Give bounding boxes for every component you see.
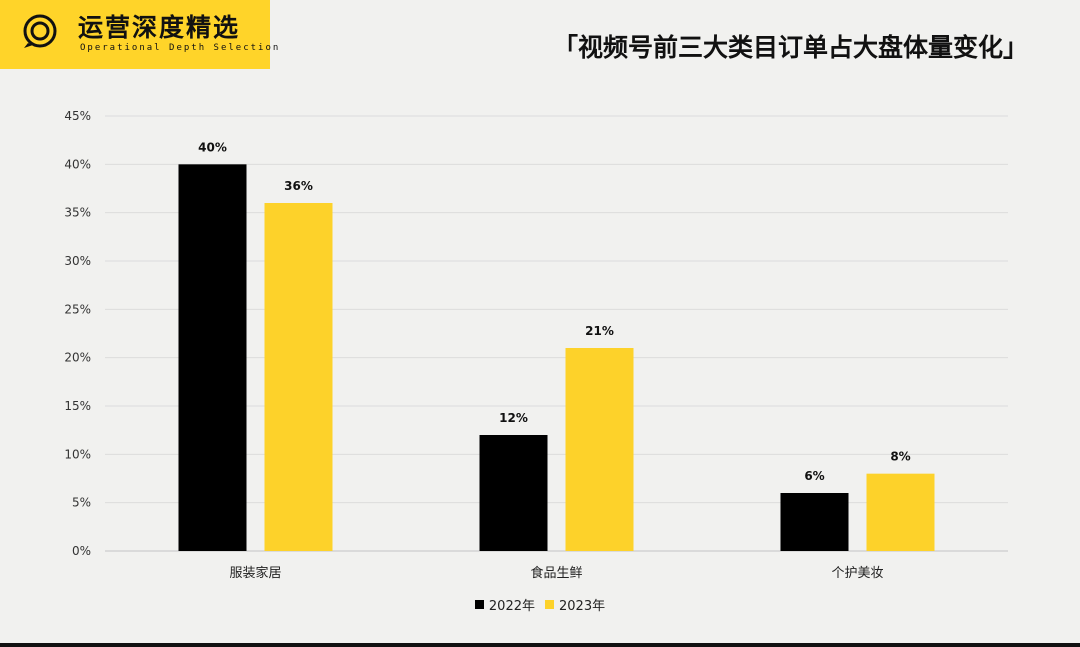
x-category-label: 服装家居 <box>229 565 281 581</box>
x-category-label: 食品生鲜 <box>530 565 582 581</box>
y-tick-label: 35% <box>64 206 91 220</box>
legend-label: 2022年 <box>488 599 535 614</box>
chart-legend: 2022年 2023年 <box>0 595 1080 614</box>
y-tick-label: 40% <box>64 157 91 171</box>
brand-logo-icon <box>23 14 57 48</box>
bar <box>178 164 247 552</box>
data-label: 8% <box>890 450 910 464</box>
legend-label: 2023年 <box>559 599 606 614</box>
y-tick-label: 20% <box>64 351 91 365</box>
x-category-label: 个护美妆 <box>831 566 883 581</box>
y-tick-label: 15% <box>64 399 91 413</box>
bar <box>565 348 634 551</box>
data-label: 12% <box>499 411 528 425</box>
chart-title: 「视频号前三大类目订单占大盘体量变化」 <box>552 33 1028 62</box>
y-tick-label: 5% <box>72 496 91 510</box>
data-label: 6% <box>804 469 824 483</box>
data-label: 36% <box>284 179 313 193</box>
bar <box>264 203 333 551</box>
brand-name: 运营深度精选 <box>78 13 241 42</box>
bar <box>780 493 849 551</box>
y-tick-label: 45% <box>64 109 91 123</box>
bottom-rule <box>0 643 1080 647</box>
y-tick-label: 0% <box>72 544 91 558</box>
y-tick-label: 25% <box>64 302 91 316</box>
legend-swatch <box>474 600 484 609</box>
brand-logo-block: 运营深度精选 Operational Depth Selection <box>0 0 278 69</box>
bar <box>866 473 935 551</box>
data-label: 21% <box>585 324 614 338</box>
bar <box>479 435 548 551</box>
legend-item: 2022年 <box>474 595 535 614</box>
data-label: 40% <box>198 140 227 154</box>
legend-item: 2023年 <box>545 595 605 614</box>
y-tick-label: 10% <box>64 447 91 461</box>
legend-swatch <box>545 600 554 609</box>
brand-tagline: Operational Depth Selection <box>80 43 281 53</box>
y-tick-label: 30% <box>64 254 91 268</box>
